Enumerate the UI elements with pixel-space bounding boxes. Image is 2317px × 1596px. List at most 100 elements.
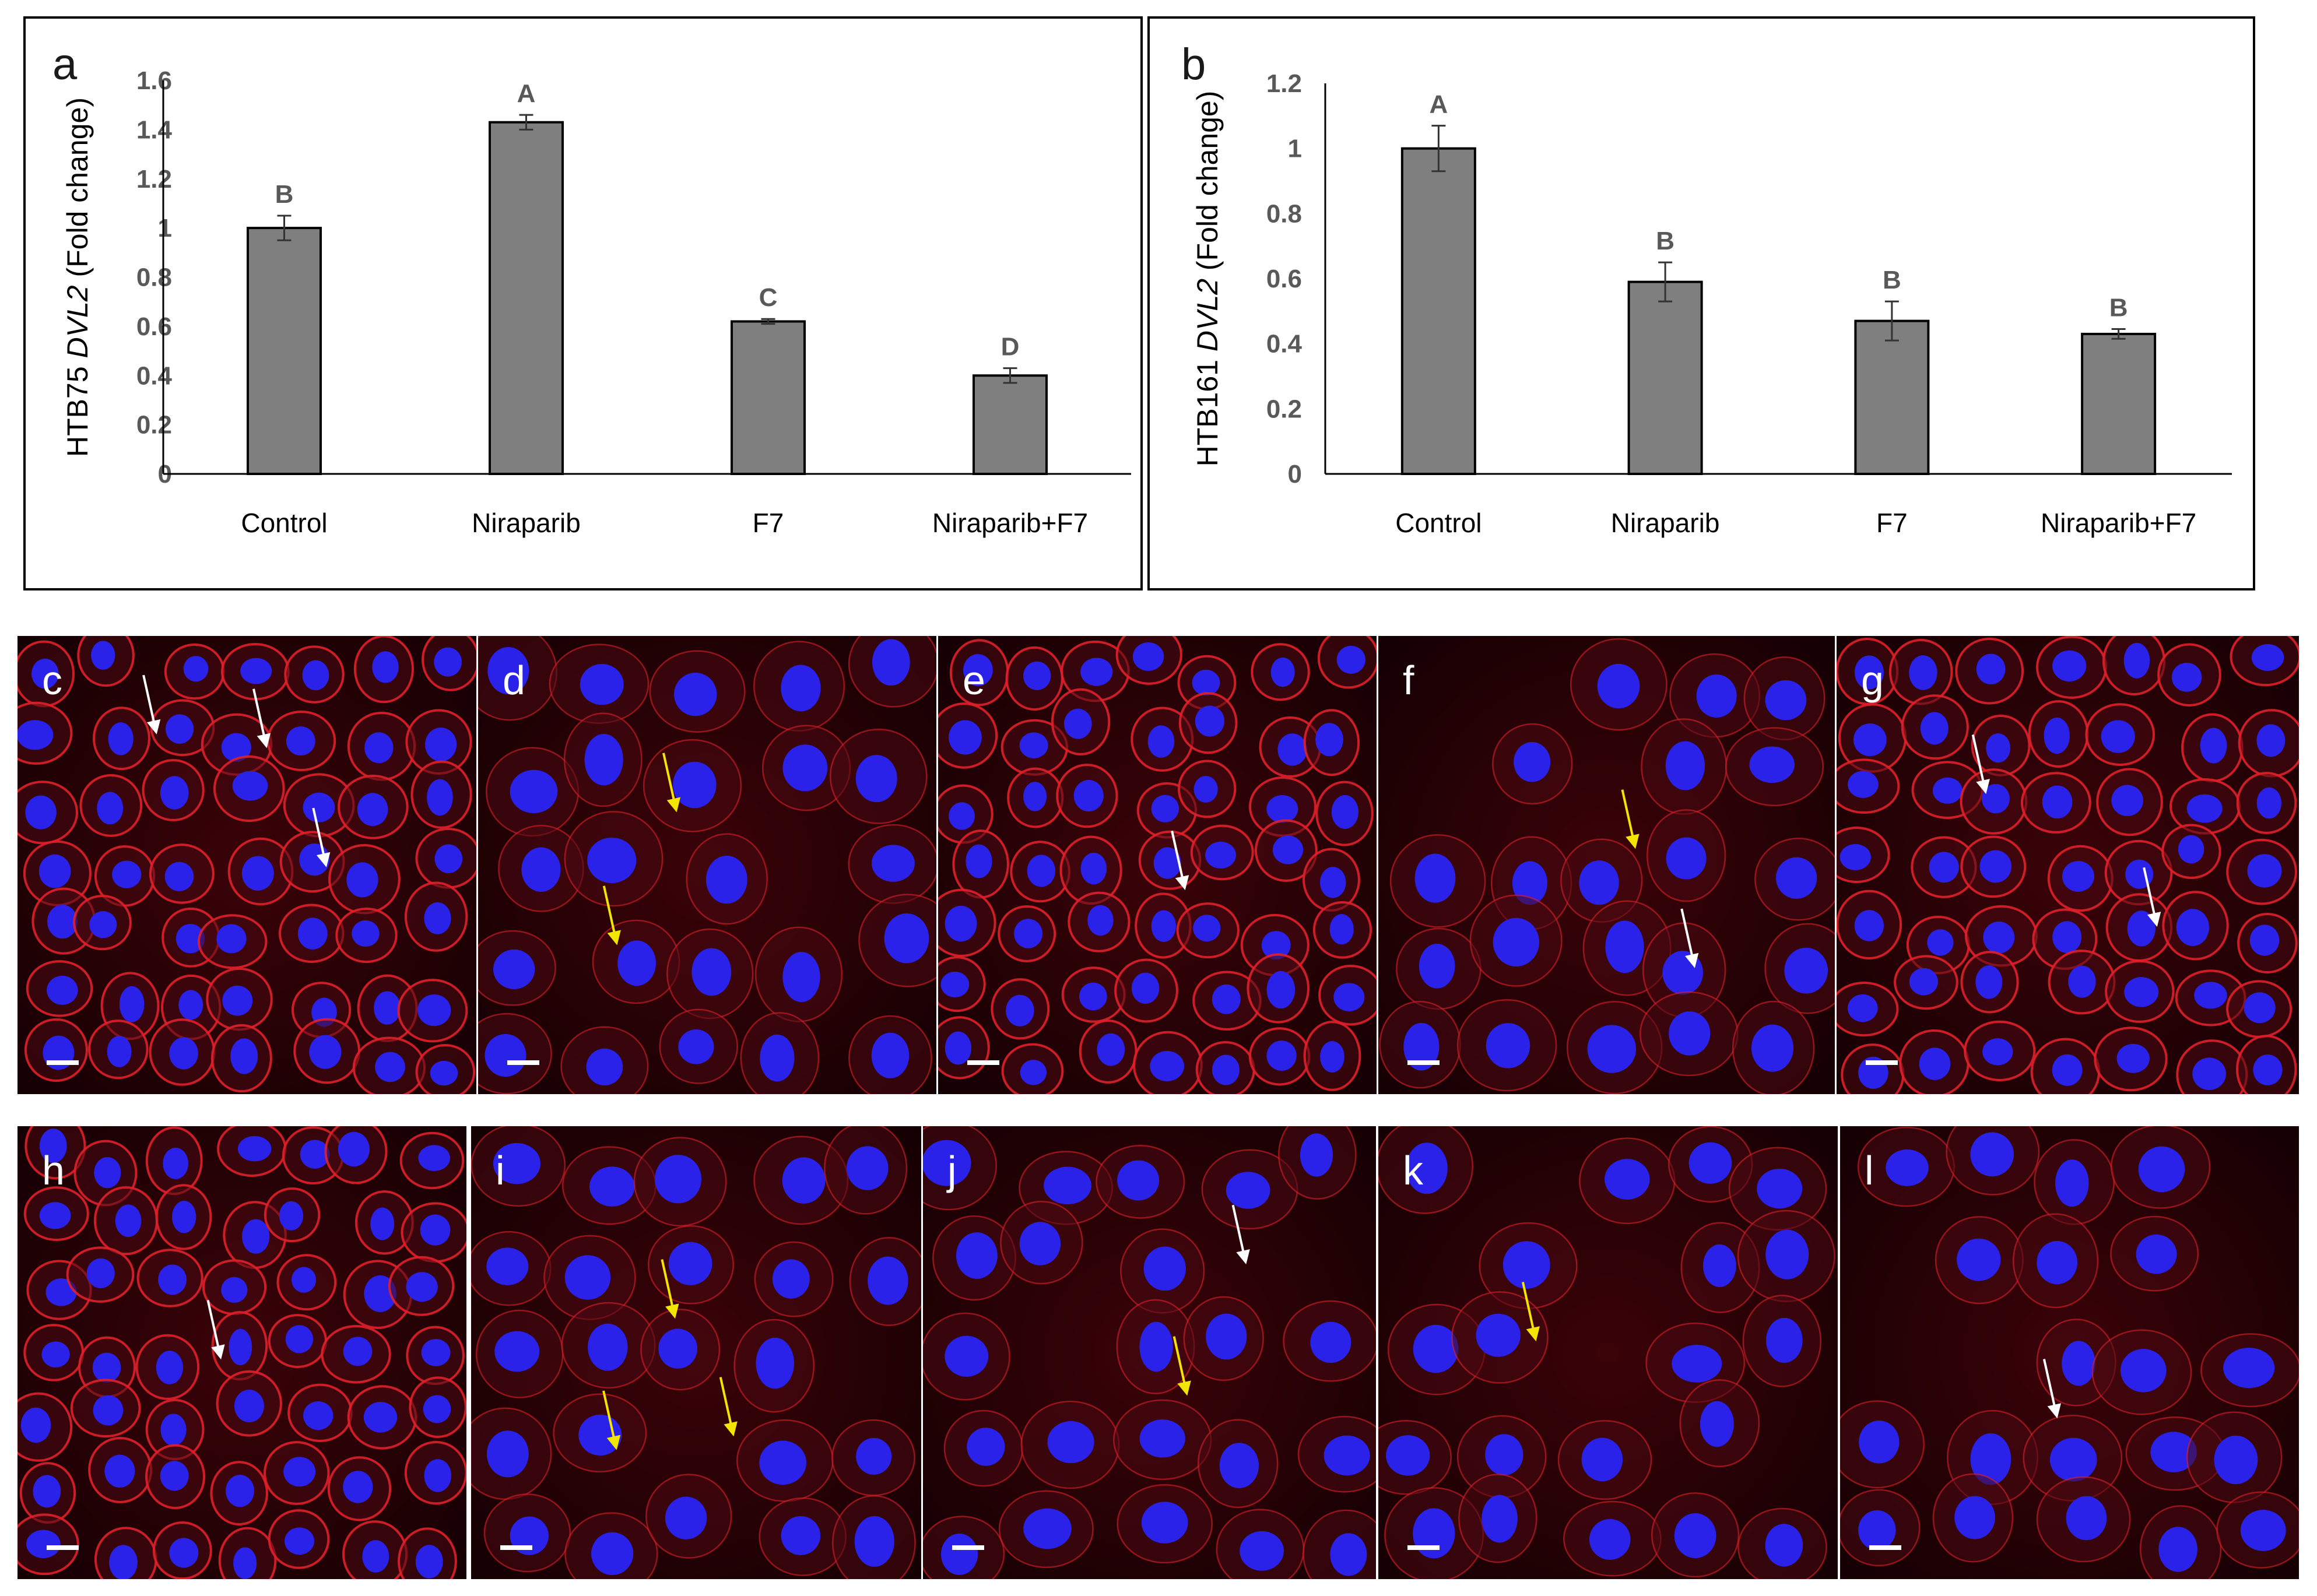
cell-nucleus xyxy=(1023,1508,1072,1549)
cell-nucleus xyxy=(1027,855,1056,887)
cell-nucleus xyxy=(756,1337,795,1389)
cell-nucleus xyxy=(1272,835,1304,864)
cell-nucleus xyxy=(493,1142,541,1184)
cell-nucleus xyxy=(1044,1166,1091,1205)
cell-nucleus xyxy=(1139,1419,1185,1458)
cell-nucleus xyxy=(1266,1040,1297,1071)
cell-nucleus xyxy=(2037,1240,2078,1285)
cell-nucleus xyxy=(486,1247,529,1285)
cell-layer xyxy=(1378,1126,1835,1579)
cell-nucleus xyxy=(291,1267,317,1293)
cell-nucleus xyxy=(923,1140,971,1186)
cell-nucleus xyxy=(226,1475,255,1507)
y-tick-label: 0 xyxy=(1288,460,1302,488)
panel-label: g xyxy=(1861,658,1884,703)
cell-nucleus xyxy=(38,854,71,888)
cell-nucleus xyxy=(1909,968,1939,996)
category-label: Control xyxy=(1395,508,1482,538)
cell-nucleus xyxy=(183,656,209,682)
cell-nucleus xyxy=(357,793,388,827)
cell-nucleus xyxy=(1020,1060,1047,1085)
y-tick-label: 1 xyxy=(1288,135,1302,163)
significance-letter: B xyxy=(2109,294,2128,322)
cell-nucleus xyxy=(945,905,977,942)
cell-nucleus xyxy=(945,1031,972,1065)
cell-nucleus xyxy=(1579,860,1619,905)
cell-nucleus xyxy=(587,837,637,884)
cell-nucleus xyxy=(2062,860,2094,892)
cell-nucleus xyxy=(302,660,329,691)
cell-nucleus xyxy=(39,1202,71,1229)
cell-nucleus xyxy=(1413,1508,1455,1559)
cell-nucleus xyxy=(2124,977,2159,1007)
cell-nucleus xyxy=(1665,741,1705,790)
cell-layer xyxy=(1379,638,1835,1094)
cell-nucleus xyxy=(1957,1238,2001,1281)
cell-nucleus xyxy=(362,1540,389,1573)
scale-bar xyxy=(500,1545,532,1550)
micrograph-image: d xyxy=(478,636,936,1094)
cell-nucleus xyxy=(1212,984,1241,1014)
cell-nucleus xyxy=(1153,847,1181,879)
yellow-arrow xyxy=(602,885,621,945)
cell-nucleus xyxy=(1765,680,1807,720)
cell-nucleus xyxy=(1970,1433,2011,1485)
cell-nucleus xyxy=(2052,650,2087,682)
cell-nucleus xyxy=(486,1430,529,1478)
cell-nucleus xyxy=(2240,1510,2286,1551)
cell-nucleus xyxy=(1485,1434,1523,1476)
cell-nucleus xyxy=(782,744,828,792)
cell-nucleus xyxy=(1751,1024,1794,1072)
cell-nucleus xyxy=(1315,723,1343,757)
bar xyxy=(1627,280,1703,475)
cell-nucleus xyxy=(2253,1054,2283,1085)
micrograph-panel-g: g xyxy=(1837,636,2299,1094)
cell-nucleus xyxy=(1266,795,1298,823)
micrograph-image: i xyxy=(471,1126,921,1579)
bar xyxy=(489,121,564,475)
cell-nucleus xyxy=(949,720,982,755)
cell-nucleus xyxy=(2066,1496,2107,1541)
cell-nucleus xyxy=(47,905,78,939)
cell-nucleus xyxy=(17,720,54,750)
yellow-arrow xyxy=(661,1259,679,1319)
significance-letter: B xyxy=(1656,227,1674,255)
micrograph-panel-l: l xyxy=(1840,1126,2299,1579)
cell-nucleus xyxy=(1006,994,1034,1026)
cell-nucleus xyxy=(427,779,453,816)
cell-nucleus xyxy=(1932,777,1963,804)
cell-nucleus xyxy=(1132,642,1164,671)
y-tick-label: 0.6 xyxy=(1266,265,1302,293)
cell-nucleus xyxy=(2178,835,2204,864)
cell-nucleus xyxy=(237,1136,272,1162)
micrograph-panel-h: h xyxy=(17,1126,466,1579)
cell-layer xyxy=(17,1126,466,1579)
cell-nucleus xyxy=(94,1156,121,1189)
cell-nucleus xyxy=(1141,1502,1188,1544)
cell-nucleus xyxy=(2244,992,2276,1024)
cell-nucleus xyxy=(1330,1533,1367,1576)
category-label: Control xyxy=(241,508,327,538)
cell-nucleus xyxy=(2068,965,2096,998)
cell-nucleus xyxy=(1982,1038,2013,1066)
cell-nucleus xyxy=(760,1034,795,1082)
cell-nucleus xyxy=(1605,1159,1650,1200)
micrograph-image: g xyxy=(1837,636,2299,1094)
bar xyxy=(1400,147,1476,475)
cell-nucleus xyxy=(521,847,561,892)
cell-nucleus xyxy=(1983,921,2015,954)
cell-nucleus xyxy=(1954,1496,1995,1539)
cell-nucleus xyxy=(1023,661,1051,690)
cell-nucleus xyxy=(1266,971,1296,1009)
cell-nucleus xyxy=(1324,1435,1370,1476)
cell-nucleus xyxy=(781,665,821,712)
cell-nucleus xyxy=(374,991,401,1025)
cell-nucleus xyxy=(949,802,975,830)
cell-nucleus xyxy=(1193,776,1218,803)
cell-nucleus xyxy=(589,1166,635,1207)
cell-nucleus xyxy=(303,792,335,822)
panel-label: f xyxy=(1403,658,1414,703)
cell-nucleus xyxy=(1079,982,1107,1011)
cell-nucleus xyxy=(665,1496,707,1539)
y-tick-label: 0.8 xyxy=(1266,199,1302,228)
